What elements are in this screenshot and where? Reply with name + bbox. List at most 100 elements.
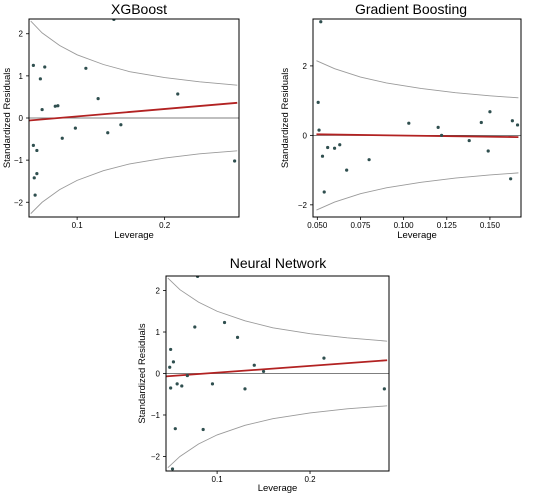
data-point <box>40 107 44 112</box>
data-point <box>168 365 172 369</box>
y-tick-label: 2 <box>303 62 308 71</box>
y-tick-label: 1 <box>156 328 161 337</box>
data-point <box>53 104 57 108</box>
data-point <box>33 193 37 197</box>
data-point <box>322 356 326 360</box>
data-point <box>326 145 330 150</box>
neural-network-panel: 0.1 0.2 −2 −1 0 1 2 Neural Network Leverage Stand… <box>137 255 390 494</box>
data-point <box>320 154 325 158</box>
y-tick-label: 2 <box>156 287 161 296</box>
data-point <box>38 77 42 81</box>
data-point <box>436 125 440 129</box>
data-point <box>112 19 116 22</box>
plot-area <box>166 276 389 471</box>
x-tick-label: 0.150 <box>480 221 501 230</box>
x-tick-label: 0.075 <box>350 221 371 230</box>
data-point <box>193 325 197 329</box>
data-point <box>243 387 247 391</box>
data-point <box>73 126 77 130</box>
data-point <box>119 123 123 127</box>
x-tick-label: 0.1 <box>72 221 84 230</box>
x-tick-label: 0.050 <box>307 221 328 230</box>
cooks-distance-upper-contour <box>316 60 519 99</box>
chart-title: XGBoost <box>111 1 167 17</box>
data-point <box>175 382 179 386</box>
x-tick-label: 0.1 <box>212 475 224 484</box>
y-tick-label: −2 <box>151 452 161 461</box>
plot-frame <box>312 18 522 218</box>
data-point <box>171 360 176 364</box>
data-point <box>32 176 36 180</box>
data-point <box>332 146 337 150</box>
y-tick-label: −2 <box>14 198 24 207</box>
data-point <box>382 387 386 391</box>
cooks-distance-upper-contour <box>30 20 238 86</box>
x-tick-label: 0.2 <box>159 221 171 230</box>
data-point <box>173 427 177 431</box>
data-point <box>169 347 173 352</box>
data-point <box>56 104 60 108</box>
fitted-trend-line <box>166 359 388 378</box>
cooks-distance-lower-contour <box>30 150 238 214</box>
data-point <box>261 369 266 374</box>
data-point <box>35 148 39 153</box>
data-point <box>316 100 320 104</box>
data-point <box>180 384 184 388</box>
x-axis-label: Leverage <box>397 230 437 241</box>
cooks-distance-lower-contour <box>316 172 519 211</box>
x-tick-label: 0.2 <box>304 475 316 484</box>
data-point <box>201 427 205 432</box>
y-tick-label: −2 <box>298 201 308 210</box>
cooks-distance-lower-contour <box>167 405 388 469</box>
data-point <box>195 276 200 279</box>
data-point <box>345 168 349 172</box>
data-point <box>185 373 189 378</box>
x-axis-label: Leverage <box>258 483 298 494</box>
data-point <box>169 386 173 390</box>
data-point <box>31 143 35 147</box>
gradient-boosting-panel: 0.050 0.075 0.100 0.125 0.150 −2 0 2 Gradient Bo… <box>280 1 522 241</box>
data-point <box>43 65 47 69</box>
data-point <box>35 172 39 176</box>
y-tick-label: 0 <box>303 131 308 140</box>
x-tick-label: 0.125 <box>437 221 458 230</box>
data-point <box>317 128 321 132</box>
data-point <box>407 121 411 125</box>
data-point <box>235 335 240 340</box>
data-point <box>96 97 100 101</box>
chart-title: Neural Network <box>230 255 327 271</box>
y-axis-label: Standardized Residuals <box>280 68 291 169</box>
y-tick-label: 0 <box>156 370 161 379</box>
data-point <box>510 119 514 123</box>
y-axis-label: Standardized Residuals <box>137 323 148 424</box>
data-point <box>467 138 471 143</box>
data-point <box>60 136 64 140</box>
cooks-distance-upper-contour <box>167 277 388 342</box>
x-axis-label: Leverage <box>114 230 154 241</box>
data-point <box>319 20 323 24</box>
data-point <box>322 190 326 194</box>
data-point <box>338 143 342 147</box>
fitted-trend-line <box>29 101 238 122</box>
data-point <box>252 363 256 367</box>
xgboost-panel: 0.1 0.2 −2 −1 0 1 2 XGBoost Leverage Standardized… <box>2 1 240 241</box>
data-point <box>509 177 513 181</box>
data-point <box>439 133 444 137</box>
data-point <box>176 92 180 96</box>
y-tick-label: −1 <box>14 156 24 165</box>
fitted-trend-line <box>316 133 519 139</box>
data-point <box>222 320 227 325</box>
y-tick-label: 2 <box>19 30 24 39</box>
chart-title: Gradient Boosting <box>355 1 467 17</box>
data-point <box>84 66 88 70</box>
data-point <box>486 149 490 153</box>
data-point <box>515 123 520 127</box>
data-point <box>106 131 110 135</box>
y-axis-label: Standardized Residuals <box>2 68 13 169</box>
data-point <box>170 467 175 471</box>
plot-area <box>29 19 239 214</box>
plot-area <box>313 20 521 211</box>
data-point <box>479 120 483 125</box>
x-tick-label: 0.100 <box>394 221 415 230</box>
